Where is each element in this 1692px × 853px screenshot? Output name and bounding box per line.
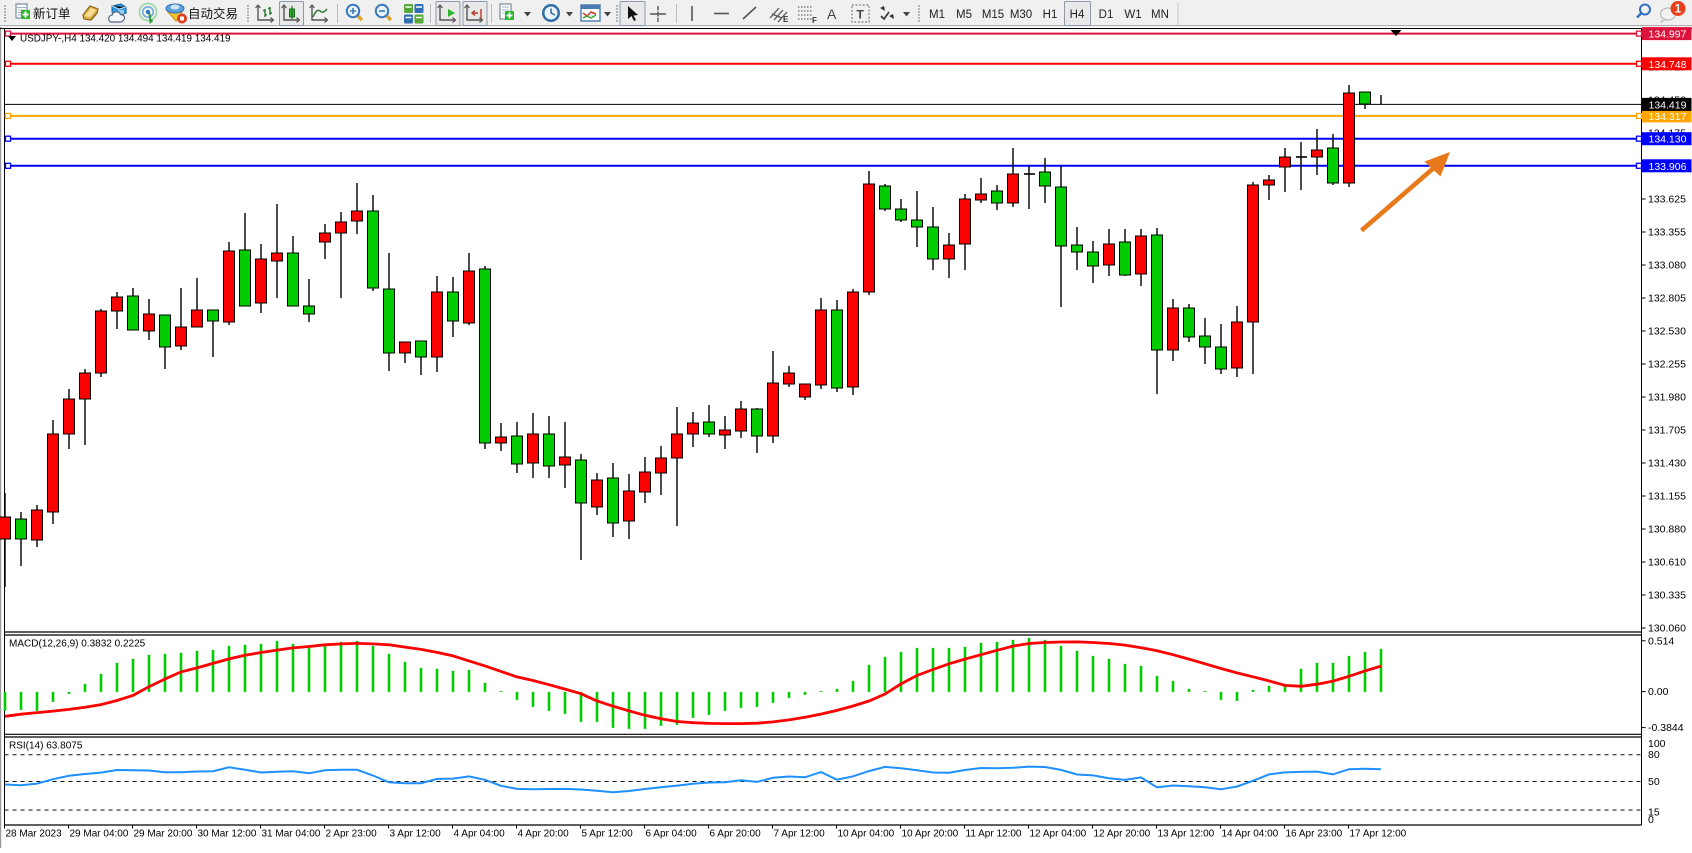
svg-text:H1: H1 bbox=[1043, 9, 1058, 21]
svg-text:133.080: 133.080 bbox=[1648, 260, 1686, 272]
svg-text:新订单: 新订单 bbox=[33, 6, 71, 21]
svg-text:自动交易: 自动交易 bbox=[188, 6, 238, 21]
svg-text:131.430: 131.430 bbox=[1648, 458, 1686, 470]
svg-text:T: T bbox=[857, 8, 865, 22]
svg-text:29 Mar 04:00: 29 Mar 04:00 bbox=[70, 829, 129, 840]
svg-text:0: 0 bbox=[1648, 814, 1654, 826]
svg-text:132.255: 132.255 bbox=[1648, 359, 1686, 371]
svg-text:4 Apr 20:00: 4 Apr 20:00 bbox=[518, 829, 570, 840]
svg-text:16 Apr 23:00: 16 Apr 23:00 bbox=[1286, 829, 1343, 840]
svg-text:5 Apr 12:00: 5 Apr 12:00 bbox=[582, 829, 634, 840]
svg-text:132.530: 132.530 bbox=[1648, 326, 1686, 338]
svg-text:134.419: 134.419 bbox=[1649, 99, 1687, 111]
svg-text:W1: W1 bbox=[1124, 9, 1141, 21]
svg-text:12 Apr 04:00: 12 Apr 04:00 bbox=[1030, 829, 1087, 840]
svg-text:H4: H4 bbox=[1070, 9, 1085, 21]
svg-text:MN: MN bbox=[1151, 9, 1169, 21]
svg-text:E: E bbox=[783, 15, 789, 24]
svg-text:14 Apr 04:00: 14 Apr 04:00 bbox=[1222, 829, 1279, 840]
svg-text:USDJPY-,H4 134.420 134.494 13: USDJPY-,H4 134.420 134.494 134.419 134.4… bbox=[20, 34, 231, 45]
svg-text:29 Mar 20:00: 29 Mar 20:00 bbox=[134, 829, 193, 840]
svg-text:10 Apr 04:00: 10 Apr 04:00 bbox=[838, 829, 895, 840]
svg-text:31 Mar 04:00: 31 Mar 04:00 bbox=[262, 829, 321, 840]
svg-text:A: A bbox=[827, 6, 837, 22]
svg-text:11 Apr 12:00: 11 Apr 12:00 bbox=[966, 829, 1022, 840]
svg-text:130.335: 130.335 bbox=[1648, 590, 1686, 602]
svg-text:13 Apr 12:00: 13 Apr 12:00 bbox=[1158, 829, 1215, 840]
svg-text:133.355: 133.355 bbox=[1648, 227, 1686, 239]
svg-text:7 Apr 12:00: 7 Apr 12:00 bbox=[774, 829, 826, 840]
svg-text:131.155: 131.155 bbox=[1648, 491, 1686, 503]
svg-text:50: 50 bbox=[1648, 776, 1660, 788]
svg-text:D1: D1 bbox=[1099, 9, 1114, 21]
svg-text:M1: M1 bbox=[929, 9, 945, 21]
svg-text:130.880: 130.880 bbox=[1648, 524, 1686, 536]
svg-text:130.610: 130.610 bbox=[1648, 557, 1686, 569]
svg-text:MACD(12,26,9) 0.3832 0.2225: MACD(12,26,9) 0.3832 0.2225 bbox=[9, 639, 146, 650]
svg-text:133.625: 133.625 bbox=[1648, 194, 1686, 206]
svg-text:132.805: 132.805 bbox=[1648, 293, 1686, 305]
svg-text:15: 15 bbox=[1648, 806, 1660, 818]
svg-text:134.317: 134.317 bbox=[1649, 111, 1687, 123]
svg-text:6 Apr 04:00: 6 Apr 04:00 bbox=[646, 829, 698, 840]
svg-text:133.906: 133.906 bbox=[1649, 161, 1687, 173]
svg-text:3 Apr 12:00: 3 Apr 12:00 bbox=[390, 829, 442, 840]
svg-text:0.514: 0.514 bbox=[1648, 635, 1674, 647]
svg-text:17 Apr 12:00: 17 Apr 12:00 bbox=[1350, 829, 1407, 840]
svg-text:131.705: 131.705 bbox=[1648, 425, 1686, 437]
svg-text:10 Apr 20:00: 10 Apr 20:00 bbox=[902, 829, 959, 840]
svg-text:F: F bbox=[812, 16, 817, 25]
svg-text:80: 80 bbox=[1648, 749, 1660, 761]
svg-text:28 Mar 2023: 28 Mar 2023 bbox=[6, 829, 63, 840]
svg-text:M30: M30 bbox=[1010, 9, 1032, 21]
svg-text:134.748: 134.748 bbox=[1649, 59, 1687, 71]
svg-text:130.060: 130.060 bbox=[1648, 623, 1686, 635]
svg-text:134.997: 134.997 bbox=[1649, 29, 1687, 41]
svg-text:RSI(14) 63.8075: RSI(14) 63.8075 bbox=[9, 741, 83, 752]
svg-text:4 Apr 04:00: 4 Apr 04:00 bbox=[454, 829, 506, 840]
svg-text:134.130: 134.130 bbox=[1649, 134, 1687, 146]
svg-text:M5: M5 bbox=[956, 9, 972, 21]
svg-text:0.00: 0.00 bbox=[1648, 686, 1669, 698]
svg-text:131.980: 131.980 bbox=[1648, 392, 1686, 404]
svg-text:1: 1 bbox=[1675, 4, 1682, 16]
svg-text:-0.3844: -0.3844 bbox=[1648, 722, 1684, 734]
svg-text:100: 100 bbox=[1648, 738, 1666, 750]
svg-text:M15: M15 bbox=[982, 9, 1004, 21]
svg-text:30 Mar 12:00: 30 Mar 12:00 bbox=[198, 829, 257, 840]
svg-text:2 Apr 23:00: 2 Apr 23:00 bbox=[326, 829, 378, 840]
svg-text:12 Apr 20:00: 12 Apr 20:00 bbox=[1094, 829, 1151, 840]
svg-text:6 Apr 20:00: 6 Apr 20:00 bbox=[710, 829, 762, 840]
